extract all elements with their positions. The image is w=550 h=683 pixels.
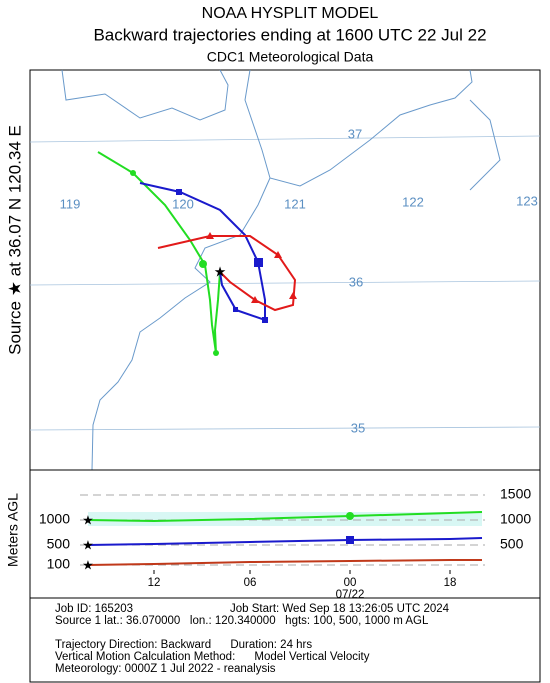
coast [244,69,473,187]
job-id: Job ID: 165203 [55,603,133,615]
title: NOAA HYSPLIT MODEL [202,5,379,22]
longitude-label: 119 [60,196,81,211]
marker [262,317,268,323]
subtitle: Backward trajectories ending at 1600 UTC… [93,25,486,44]
source-star: ★ [214,264,227,280]
lat-line [29,135,541,143]
marker [233,307,238,312]
graticule [29,135,541,431]
trajectories [97,151,297,354]
height-500m [87,537,483,546]
source-star: ★ [82,512,94,527]
lat-line [29,426,541,431]
height-axis-title: Meters AGL [5,493,21,567]
marker [176,189,182,195]
marker [213,350,219,356]
marker [346,536,354,544]
height-tick-label: 500 [500,536,524,552]
longitude-label: 123 [516,193,538,208]
coast [91,177,271,471]
height-tick-label: 100 [47,556,71,572]
height-profiles [87,511,483,566]
height-tick-label: 1000 [39,511,70,527]
height-100m [87,559,482,566]
latitude-label: 37 [348,126,362,141]
job-start: Job Start: Wed Sep 18 13:26:05 UTC 2024 [230,603,450,615]
lat-line [29,280,541,286]
coastline [61,69,501,471]
data-source: CDC1 Meteorological Data [207,49,374,65]
map-labels: 119 120 121 122 123 37 36 35 [60,126,538,435]
marker [346,512,354,520]
marker [206,232,214,239]
trajectory-500m [139,182,266,322]
trajectory-1000m [97,151,221,354]
side-label: Source ★ at 36.07 N 120.34 E [5,125,24,355]
trajectory-100m [157,235,297,312]
latitude-label: 36 [349,274,363,289]
height-1000m [87,511,483,523]
trajectory-markers: ★ [130,170,297,356]
height-markers: ★ ★ ★ [82,512,354,572]
height-tick-label: 1500 [500,486,531,502]
footer-frame [29,597,541,683]
longitude-label: 120 [172,196,194,211]
coast [61,69,229,121]
marker [251,296,259,303]
source-star: ★ [82,557,94,572]
marker [199,260,207,268]
coast [469,99,501,191]
time-label: 18 [444,577,457,589]
longitude-label: 122 [402,194,424,209]
height-panel-frame [29,469,541,599]
meteorology: Meteorology: 0000Z 1 Jul 2022 - reanalys… [55,663,276,675]
marker [274,251,282,258]
source-info: Source 1 lat.: 36.070000 lon.: 120.34000… [55,615,429,627]
height-labels: 1000 500 100 1500 1000 500 12 06 00 18 [39,486,532,589]
height-tick-label: 500 [47,536,71,552]
time-label: 00 [344,577,357,589]
latitude-label: 35 [351,420,365,435]
longitude-label: 121 [284,196,306,211]
marker [289,292,297,299]
time-label: 06 [244,577,257,589]
time-label: 12 [148,577,161,589]
direction: Trajectory Direction: Backward Duration:… [55,639,312,651]
height-grid [80,494,485,566]
source-star: ★ [82,537,94,552]
height-tick-label: 1000 [500,511,531,527]
marker [130,170,136,176]
map-frame [29,69,541,471]
marker [254,258,263,267]
date-label: 07/22 [336,589,365,601]
method: Vertical Motion Calculation Method: Mode… [55,651,370,663]
